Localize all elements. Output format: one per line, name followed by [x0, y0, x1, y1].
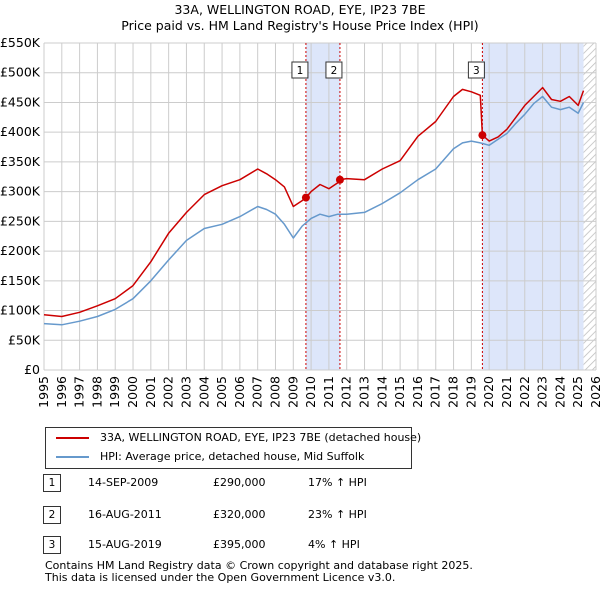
footer-notice: Contains HM Land Registry data © Crown c…	[45, 560, 473, 584]
x-tick-label: 2011	[321, 376, 336, 408]
shaded-period	[482, 43, 596, 370]
price-chart: 1 2 3 £0 £50K £100K £150K £200K £250K £300K £350K…	[0, 35, 600, 408]
x-tick-label: 2015	[392, 376, 407, 408]
transaction-date: 14-SEP-2009	[88, 476, 159, 489]
title-line-1: 33A, WELLINGTON ROAD, EYE, IP23 7BE	[174, 2, 426, 17]
sale-label-box: 3	[467, 61, 485, 79]
y-tick-label: £450K	[0, 94, 41, 109]
x-tick-label: 2022	[517, 376, 532, 408]
footer-line-2: This data is licensed under the Open Gov…	[45, 571, 396, 584]
x-tick-label: 2023	[535, 376, 550, 408]
transaction-date: 16-AUG-2011	[88, 508, 162, 521]
x-tick-label: 2006	[232, 376, 247, 408]
y-tick-label: £550K	[0, 35, 41, 50]
x-tick-label: 2010	[303, 376, 318, 408]
sale-point	[301, 193, 310, 202]
x-tick-label: 1996	[54, 376, 69, 408]
legend-swatch-hpi	[56, 456, 89, 458]
x-tick-label: 2007	[250, 376, 265, 408]
transaction-number: 1	[43, 474, 61, 492]
x-tick-label: 1998	[89, 376, 104, 408]
x-tick-label: 2018	[446, 376, 461, 408]
x-tick-label: 2009	[285, 376, 300, 408]
transaction-row: 1 14-SEP-2009 £290,000 17% ↑ HPI	[43, 473, 443, 493]
chart-title: 33A, WELLINGTON ROAD, EYE, IP23 7BE Pric…	[0, 2, 600, 34]
legend-label-property: 33A, WELLINGTON ROAD, EYE, IP23 7BE (det…	[100, 431, 422, 444]
transaction-number: 2	[43, 506, 61, 524]
x-tick-label: 2019	[463, 376, 478, 408]
x-tick-label: 2001	[143, 376, 158, 408]
x-tick-label: 2021	[499, 376, 514, 408]
x-tick-label: 1995	[36, 376, 51, 408]
sale-label-number: 2	[331, 65, 338, 77]
transaction-price: £395,000	[213, 538, 266, 551]
x-tick-label: 2024	[552, 376, 567, 408]
sale-label-frame	[291, 61, 309, 79]
transaction-price: £320,000	[213, 508, 266, 521]
sale-label-frame	[467, 61, 485, 79]
x-tick-label: 2002	[161, 376, 176, 408]
x-tick-label: 2016	[410, 376, 425, 408]
x-tick-label: 2003	[178, 376, 193, 408]
sale-point	[478, 131, 487, 140]
x-tick-label: 2005	[214, 376, 229, 408]
y-tick-label: £350K	[0, 154, 41, 169]
sale-label-number: 1	[297, 65, 304, 77]
sale-point	[335, 175, 344, 184]
forecast-hatch	[583, 43, 596, 370]
shaded-period	[305, 43, 340, 370]
y-tick-label: £150K	[0, 273, 41, 288]
y-tick-label: £100K	[0, 303, 41, 318]
y-tick-label: £500K	[0, 65, 41, 80]
chart-legend: 33A, WELLINGTON ROAD, EYE, IP23 7BE (det…	[45, 427, 421, 469]
transaction-price: £290,000	[213, 476, 266, 489]
transaction-hpi: 17% ↑ HPI	[308, 476, 367, 489]
transaction-row: 3 15-AUG-2019 £395,000 4% ↑ HPI	[43, 535, 443, 555]
x-tick-label: 2012	[339, 376, 354, 408]
y-tick-label: £300K	[0, 184, 41, 199]
legend-label-hpi: HPI: Average price, detached house, Mid …	[100, 450, 365, 463]
x-tick-label: 2014	[374, 376, 389, 408]
title-line-2: Price paid vs. HM Land Registry's House …	[121, 18, 479, 33]
y-tick-label: £0	[24, 362, 40, 377]
y-tick-label: £50K	[8, 332, 41, 347]
hpi-line	[43, 95, 585, 326]
x-tick-label: 1997	[72, 376, 87, 408]
legend-swatch-property	[56, 437, 89, 439]
sale-label-frame	[325, 61, 343, 79]
transaction-row: 2 16-AUG-2011 £320,000 23% ↑ HPI	[43, 505, 443, 525]
x-tick-label: 2026	[588, 376, 600, 408]
sale-label-box: 1	[291, 61, 309, 79]
y-tick-label: £400K	[0, 124, 41, 139]
sale-label-number: 3	[473, 65, 480, 77]
transaction-hpi: 4% ↑ HPI	[308, 538, 360, 551]
transaction-number: 3	[43, 536, 61, 554]
transaction-hpi: 23% ↑ HPI	[308, 508, 367, 521]
footer-line-1: Contains HM Land Registry data © Crown c…	[45, 559, 473, 572]
x-tick-label: 2008	[267, 376, 282, 408]
transaction-date: 15-AUG-2019	[88, 538, 162, 551]
x-tick-label: 2020	[481, 376, 496, 408]
x-tick-label: 1999	[107, 376, 122, 408]
x-tick-label: 2004	[196, 376, 211, 408]
x-tick-label: 2025	[570, 376, 585, 408]
x-tick-label: 2000	[125, 376, 140, 408]
y-tick-label: £200K	[0, 243, 41, 258]
y-tick-label: £250K	[0, 213, 41, 228]
x-tick-label: 2013	[357, 376, 372, 408]
x-tick-label: 2017	[428, 376, 443, 408]
sale-label-box: 2	[325, 61, 343, 79]
